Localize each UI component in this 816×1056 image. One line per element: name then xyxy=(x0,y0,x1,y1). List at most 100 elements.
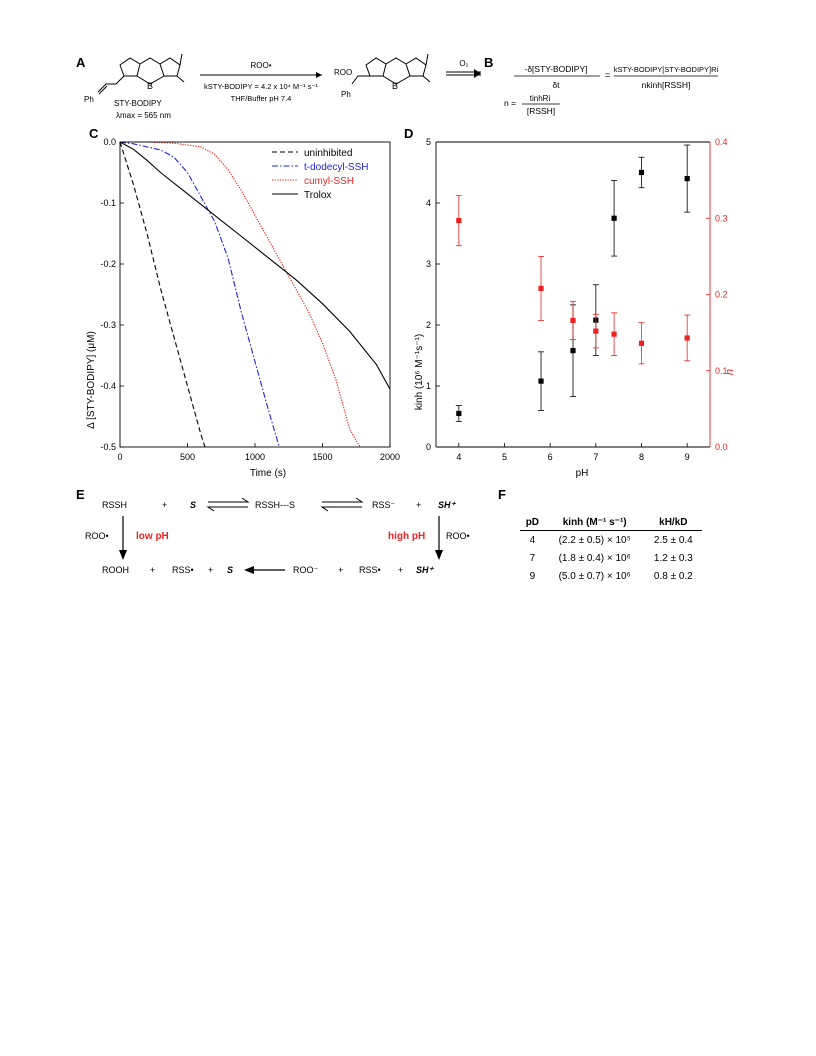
e-roo-rad-left: ROO• xyxy=(85,531,109,541)
c-series-2 xyxy=(120,141,361,448)
d-xtick-label: 4 xyxy=(456,452,461,462)
d-ytick-label: 3 xyxy=(426,259,431,269)
eq-rhs-numerator: kSTY-BODIPY[STY-BODIPY]Ri xyxy=(614,65,719,74)
e-low-ph: low pH xyxy=(136,531,169,542)
d-point-kinh xyxy=(538,378,544,384)
d-xtick-label: 9 xyxy=(685,452,690,462)
table-row: 4 (2.2 ± 0.5) × 10⁵ 2.5 ± 0.4 xyxy=(520,531,702,550)
e-s-1: S xyxy=(190,500,196,510)
rate-constant: kSTY-BODIPY = 4.2 x 10⁴ M⁻¹ s⁻¹ xyxy=(204,82,318,91)
table-cell: (2.2 ± 0.5) × 10⁵ xyxy=(558,535,631,546)
c-xtick-label: 0 xyxy=(117,452,122,462)
c-series-0 xyxy=(119,141,206,448)
c-legend-label: t-dodecyl-SSH xyxy=(304,162,368,173)
panel-label-c: C xyxy=(89,126,99,141)
d-point-kinh xyxy=(684,176,690,182)
scheme-e: RSSH + S RSSH---S RSS⁻ + SH⁺ ROO• low pH… xyxy=(85,497,470,575)
down-arrowhead-left xyxy=(119,550,127,560)
e-s-2: S xyxy=(227,565,233,575)
c-ylabel: Δ [STY-BODIPY] (μM) xyxy=(86,331,97,429)
scheme-a: B Ph STY-BODIPY λmax = 565 nm ROO• kSTY-… xyxy=(84,53,481,120)
c-series-1 xyxy=(119,141,280,448)
d-y2tick-label: 0.2 xyxy=(715,290,728,300)
ph-label: Ph xyxy=(84,95,94,104)
d-point-n xyxy=(684,335,690,341)
d-xtick-label: 7 xyxy=(593,452,598,462)
table-row: 9 (5.0 ± 0.7) × 10⁶ 0.8 ± 0.2 xyxy=(520,567,702,585)
table-header: kH/kD xyxy=(644,516,702,531)
d-point-n xyxy=(538,285,544,291)
down-arrowhead-right xyxy=(435,550,443,560)
e-sh-plus-2: SH⁺ xyxy=(416,565,435,575)
chart-c: Δ [STY-BODIPY] (μM) Time (s) 0 500 1000 150… xyxy=(86,137,400,478)
table-row: 7 (1.8 ± 0.4) × 10⁶ 1.2 ± 0.3 xyxy=(520,549,702,567)
adduct-boron-atom: B xyxy=(392,81,398,91)
d-ytick-label: 2 xyxy=(426,320,431,330)
d-point-n xyxy=(638,340,645,346)
e-rooh: ROOH xyxy=(102,565,129,575)
table-cell: 7 xyxy=(529,553,536,564)
d-xlabel: pH xyxy=(576,468,589,478)
table-header: kinh (M⁻¹ s⁻¹) xyxy=(544,516,645,531)
eq-lhs-denominator: δt xyxy=(552,80,560,90)
d-y2tick-label: 0.0 xyxy=(715,442,728,452)
c-ytick-label: -0.4 xyxy=(100,381,116,391)
d-y2tick-label: 0.4 xyxy=(715,137,728,147)
eq-lhs-numerator: -δ[STY-BODIPY] xyxy=(525,64,588,74)
conditions: THF/Buffer pH 7.4 xyxy=(231,94,292,103)
c-legend-label: cumyl-SSH xyxy=(304,176,354,187)
c-plot-frame xyxy=(119,141,391,448)
product-ph: Ph xyxy=(341,90,351,99)
c-legend-label: Trolox xyxy=(304,190,331,201)
table-cell: 0.8 ± 0.2 xyxy=(653,571,693,582)
eq-n-denominator: [RSSH] xyxy=(527,106,555,116)
d-y2tick-label: 0.3 xyxy=(715,213,728,223)
c-xtick-label: 500 xyxy=(180,452,195,462)
d-y2label: n xyxy=(724,369,736,375)
d-point-n xyxy=(570,317,576,324)
table-header: pD xyxy=(520,516,545,531)
e-rssh: RSSH xyxy=(102,500,127,510)
panel-label-e: E xyxy=(76,487,85,502)
eq-n-lhs: n = xyxy=(504,98,516,108)
d-point-kinh xyxy=(611,215,617,221)
e-plus-3: + xyxy=(150,565,155,575)
d-xtick-label: 6 xyxy=(548,452,553,462)
product-roo: ROO xyxy=(334,68,352,77)
table-cell: 2.5 ± 0.4 xyxy=(653,535,693,546)
e-rss-rad-2: RSS• xyxy=(359,565,381,575)
panel-label-d: D xyxy=(404,126,414,141)
panel-label-f: F xyxy=(498,487,506,502)
d-ytick-label: 5 xyxy=(426,137,431,147)
c-legend-label: uninhibited xyxy=(304,148,352,159)
d-point-kinh xyxy=(638,169,645,176)
e-rss-minus: RSS⁻ xyxy=(372,500,396,510)
left-arrowhead xyxy=(244,566,254,574)
eq-n-numerator: tinhRi xyxy=(530,94,551,103)
c-xtick-label: 1000 xyxy=(245,452,265,462)
chart-d: kinh (10⁶ M⁻¹s⁻¹) pH n 4 5 6 7 8 9 0 1 2 3 4 5 0.0 0.… xyxy=(414,137,736,478)
eq-rhs-denominator: nkinh[RSSH] xyxy=(642,80,691,90)
table-cell: 9 xyxy=(529,571,536,582)
o2-label: O₂ xyxy=(459,59,468,68)
d-xtick-label: 5 xyxy=(502,452,507,462)
c-xtick-label: 2000 xyxy=(380,452,400,462)
c-ytick-label: 0.0 xyxy=(103,137,116,147)
table-cell: 4 xyxy=(529,535,536,546)
d-point-n xyxy=(611,331,617,337)
reaction-arrowhead xyxy=(316,72,322,78)
c-ytick-label: -0.1 xyxy=(100,198,116,208)
d-point-n xyxy=(593,328,599,334)
d-xtick-label: 8 xyxy=(639,452,644,462)
d-ytick-label: 0 xyxy=(426,442,431,452)
adduct-structure xyxy=(351,53,431,85)
e-plus-2: + xyxy=(416,500,421,510)
equilibrium-arrow-2 xyxy=(320,497,364,512)
double-arrowhead xyxy=(474,69,481,78)
e-plus-1: + xyxy=(162,500,167,510)
e-roo-minus: ROO⁻ xyxy=(293,565,319,575)
e-plus-6: + xyxy=(398,565,403,575)
compound-name: STY-BODIPY xyxy=(114,99,162,108)
e-plus-5: + xyxy=(338,565,343,575)
lambda-max: λmax = 565 nm xyxy=(116,111,171,120)
